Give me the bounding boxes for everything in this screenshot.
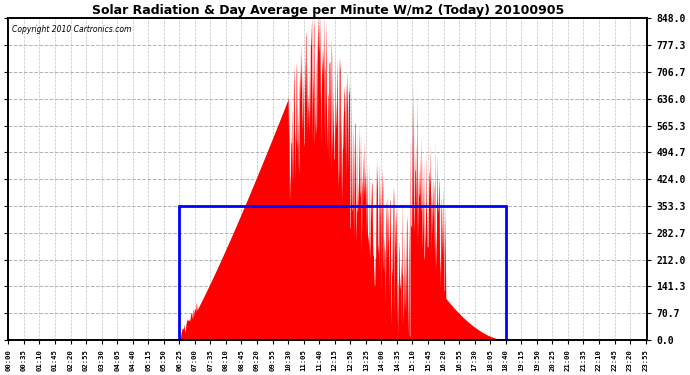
Title: Solar Radiation & Day Average per Minute W/m2 (Today) 20100905: Solar Radiation & Day Average per Minute…	[92, 4, 564, 17]
Bar	[179, 206, 506, 340]
Text: Copyright 2010 Cartronics.com: Copyright 2010 Cartronics.com	[12, 25, 131, 34]
